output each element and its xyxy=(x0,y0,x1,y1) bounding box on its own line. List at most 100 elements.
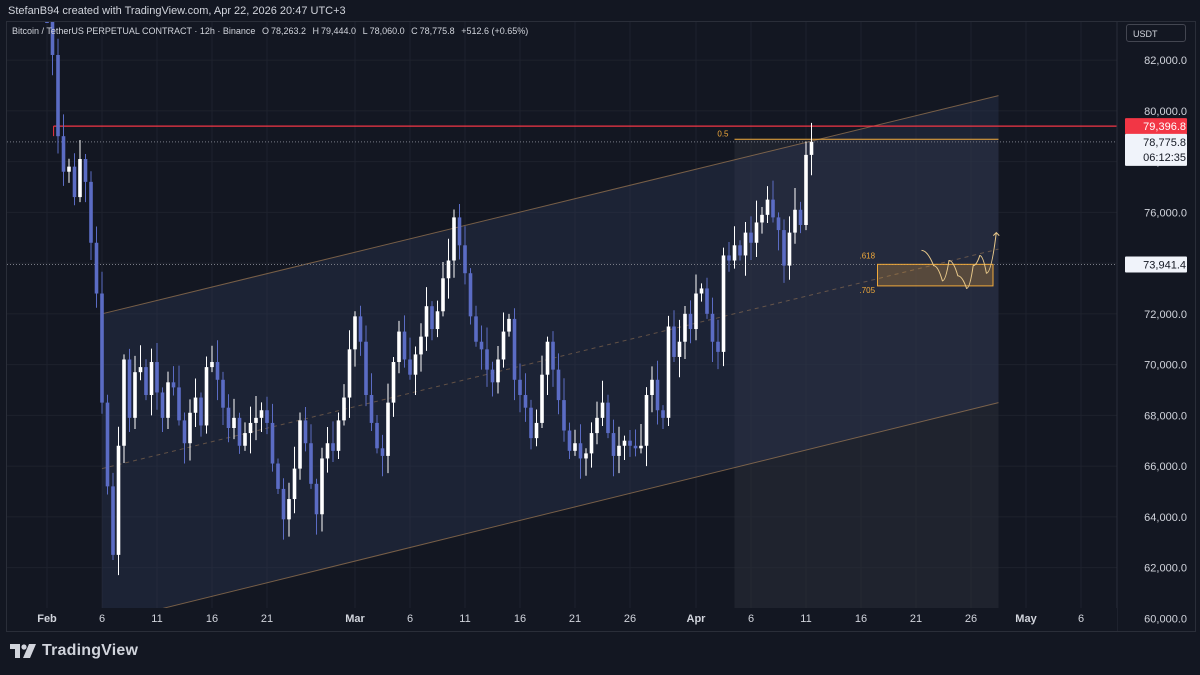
brand-logo[interactable]: TradingView xyxy=(10,642,138,660)
candle xyxy=(94,226,99,308)
footer xyxy=(0,632,1200,675)
brand-name: TradingView xyxy=(42,642,139,659)
candle xyxy=(270,403,275,472)
time-tick-label: 11 xyxy=(800,613,811,625)
candle xyxy=(732,226,737,269)
candle xyxy=(793,187,797,244)
candle xyxy=(149,348,154,416)
candle-body xyxy=(270,422,275,464)
time-tick-label: 11 xyxy=(459,613,470,625)
resistance-price-tag: 79,396.8 xyxy=(1143,121,1186,133)
time-axis: Feb 6 11 16 21 Mar 6 11 16 21 26 Apr 6 11 16 21 26 May 6 xyxy=(7,608,1117,631)
candle xyxy=(193,378,198,427)
candle-body xyxy=(408,359,412,375)
candle-body xyxy=(309,443,313,484)
time-tick-label: 21 xyxy=(910,613,922,625)
candle-body xyxy=(804,154,808,225)
candle xyxy=(419,323,423,372)
candle-body xyxy=(116,445,121,555)
candle xyxy=(111,472,115,560)
candle-body xyxy=(743,232,748,256)
candle-body xyxy=(776,217,781,231)
fib-705-label: .705 xyxy=(860,286,876,295)
candle-body xyxy=(765,199,770,215)
candle xyxy=(710,297,715,363)
candle-body xyxy=(298,420,302,469)
candle-body xyxy=(56,54,60,137)
candle xyxy=(765,186,770,223)
currency-selector[interactable]: USDT xyxy=(1126,24,1186,42)
time-tick-label: 6 xyxy=(748,613,754,625)
candle xyxy=(171,366,176,396)
price-tick-label: 66,000.0 xyxy=(1144,461,1187,473)
high-label: H xyxy=(312,26,320,36)
candle-body xyxy=(721,255,726,352)
candle xyxy=(771,180,775,223)
candle-body xyxy=(518,379,522,396)
candle xyxy=(496,346,500,394)
candle-body xyxy=(710,313,715,342)
price-chart[interactable]: 0.50.618.705 60,000.062,000.064,000.066,… xyxy=(7,22,1195,631)
candle-body xyxy=(666,326,671,418)
candle xyxy=(248,406,253,454)
candle-body xyxy=(771,199,775,218)
candle-body xyxy=(699,288,704,294)
candle-body xyxy=(199,397,203,426)
symbol-title[interactable]: Bitcoin / TetherUS PERPETUAL CONTRACT · … xyxy=(12,26,256,36)
candle xyxy=(386,383,390,474)
price-tick-label: 68,000.0 xyxy=(1144,410,1187,422)
price-tick-label: 64,000.0 xyxy=(1144,512,1187,524)
candle xyxy=(380,434,385,477)
candle-body xyxy=(45,22,49,23)
candle-body xyxy=(452,217,456,261)
candle-body xyxy=(534,422,539,439)
candle xyxy=(160,387,165,433)
candle xyxy=(490,361,495,397)
chart-panel[interactable]: 0.50.618.705 60,000.062,000.064,000.066,… xyxy=(6,21,1196,632)
candle-body xyxy=(281,488,286,520)
candle xyxy=(325,426,330,473)
time-tick-label: 16 xyxy=(855,613,867,625)
candle xyxy=(424,287,429,351)
candle-body xyxy=(567,430,572,451)
candle xyxy=(699,283,704,302)
close-label: C xyxy=(411,26,418,36)
candle xyxy=(177,365,181,426)
candle xyxy=(501,312,506,368)
price-levels: 0.50.618.705 xyxy=(7,125,1117,624)
candle xyxy=(727,242,731,272)
candle-body xyxy=(397,331,401,363)
entry-zone[interactable] xyxy=(877,263,994,287)
candle xyxy=(672,310,676,363)
candle-body xyxy=(276,463,280,489)
candle-body xyxy=(496,359,500,383)
candle xyxy=(116,426,121,576)
candle-body xyxy=(413,354,418,375)
candle xyxy=(705,277,709,319)
candle-body xyxy=(419,336,423,355)
channel-lower-line[interactable] xyxy=(101,402,999,624)
candle xyxy=(441,262,445,317)
time-tick-label: Apr xyxy=(687,613,707,625)
candle-body xyxy=(188,412,192,444)
candle xyxy=(298,412,302,480)
candle-body xyxy=(342,397,346,421)
candle-body xyxy=(672,326,676,357)
candle xyxy=(644,387,649,467)
candle-body xyxy=(237,417,242,446)
channel-upper-line[interactable] xyxy=(101,95,999,315)
candle-body xyxy=(545,341,550,375)
candle xyxy=(232,398,236,440)
projected-path-line[interactable] xyxy=(921,232,997,289)
candle xyxy=(402,315,407,368)
candle-body xyxy=(611,433,616,456)
candle xyxy=(512,308,517,401)
time-tick-label: 16 xyxy=(206,613,218,625)
candle xyxy=(353,311,357,367)
candle xyxy=(67,158,71,183)
candle xyxy=(105,394,110,495)
price-tick-label: 70,000.0 xyxy=(1144,360,1187,372)
candle-body xyxy=(133,372,137,418)
candle xyxy=(523,373,528,422)
candle xyxy=(633,429,638,457)
